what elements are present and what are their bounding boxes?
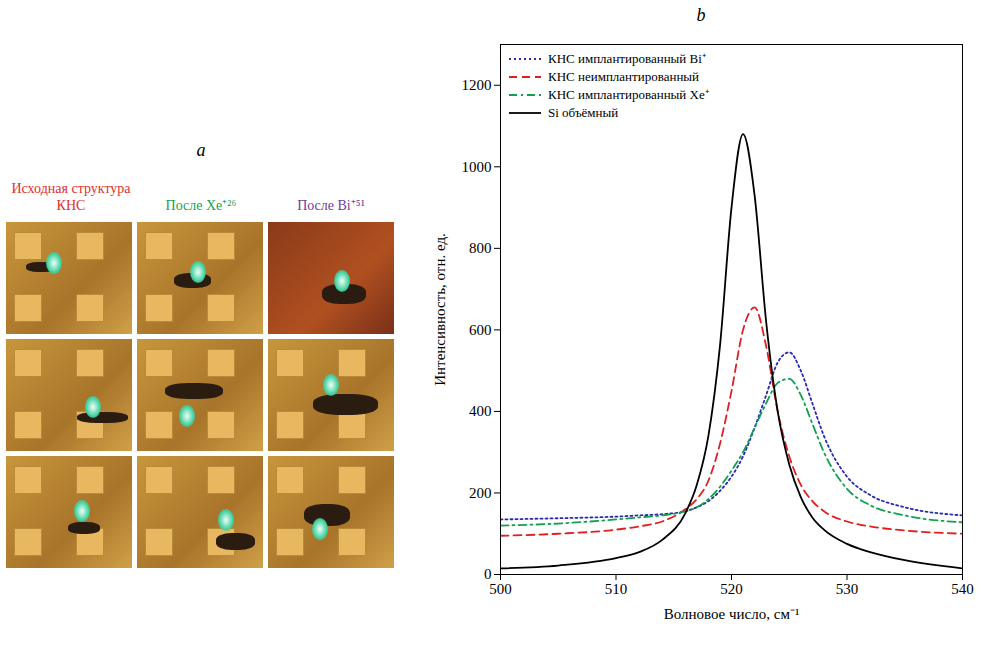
svg-text:500: 500 [489,581,512,597]
svg-text:Интенсивность, отн. ед.: Интенсивность, отн. ед. [432,233,448,386]
svg-text:Волновое число, см⁻¹: Волновое число, см⁻¹ [664,606,800,622]
html-text:После Bi⁺⁵¹: После Bi⁺⁵¹ [297,198,365,213]
svg-text:530: 530 [836,581,859,597]
svg-text:400: 400 [469,403,492,419]
svg-text:200: 200 [469,485,492,501]
svg-text:510: 510 [605,581,628,597]
svg-text:1000: 1000 [462,159,492,175]
html-text:КНС имплантированный Bi⁺: КНС имплантированный Bi⁺ [548,51,706,66]
svg-text:520: 520 [720,581,743,597]
html-text:Si объёмный: Si объёмный [548,105,619,120]
svg-text:0: 0 [484,566,492,582]
svg-text:1200: 1200 [462,77,492,93]
html-text:b: b [696,5,706,25]
html-text:КНС неимплантированный: КНС неимплантированный [548,69,699,84]
svg-text:540: 540 [951,581,974,597]
svg-text:600: 600 [469,322,492,338]
html-text:После Xe⁺²⁶: После Xe⁺²⁶ [165,198,237,213]
html-text:a: a [196,140,206,160]
html-text:Исходная структура КНС: Исходная структура КНС [11,181,131,213]
html-text:КНС имплантированный Xe⁺: КНС имплантированный Xe⁺ [548,87,709,102]
svg-text:800: 800 [469,240,492,256]
